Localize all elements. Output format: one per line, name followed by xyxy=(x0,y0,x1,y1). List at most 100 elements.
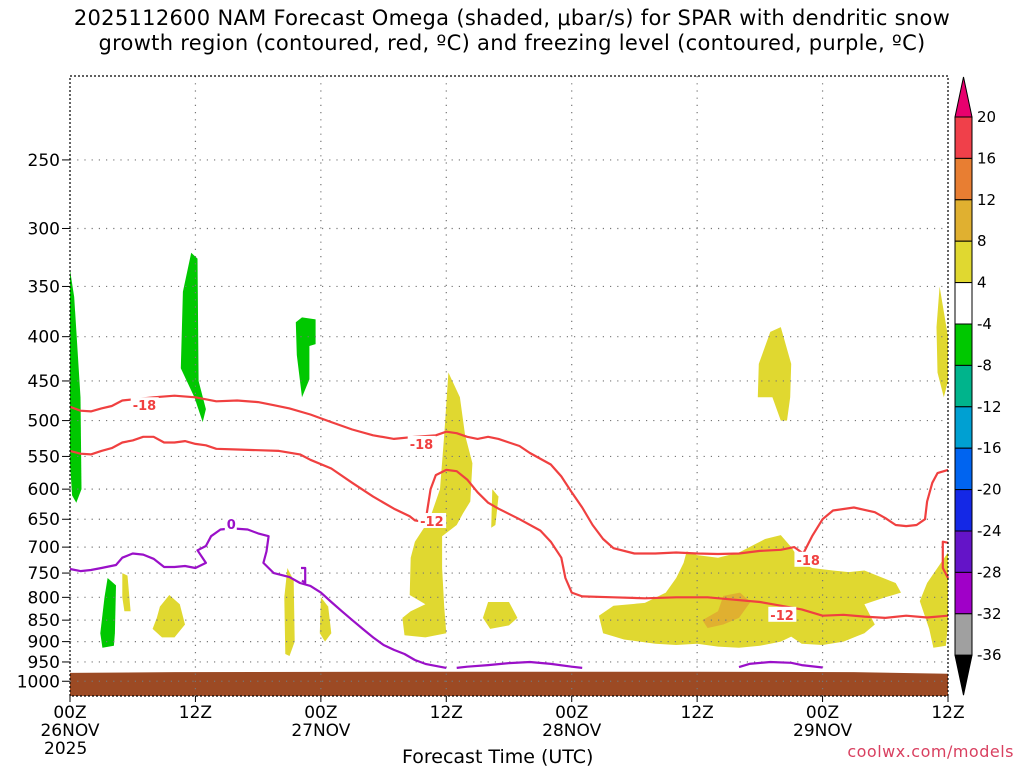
contour-label-bg-5 xyxy=(224,515,237,531)
omega-region-orange-1 xyxy=(702,592,751,628)
colorbar-label-6: -8 xyxy=(977,356,992,374)
contour-label-2: -12 xyxy=(420,515,444,530)
colorbar-bottom-arrow xyxy=(954,654,973,696)
freezing-level-right xyxy=(738,660,823,669)
contour-label-bg-0 xyxy=(130,397,159,413)
colorbar-label-9: -20 xyxy=(977,481,1002,499)
y-tick-label-500: 500 xyxy=(28,412,60,432)
y-tick-label-650: 650 xyxy=(28,510,60,530)
x-tick-label-0: 00Z xyxy=(53,703,86,723)
omega-region-yellow-5 xyxy=(152,595,185,638)
contour-label-bg-3 xyxy=(794,551,823,567)
x-tick-label-12: 12Z xyxy=(179,703,212,723)
y-tick-label-800: 800 xyxy=(28,588,60,608)
colorbar-segment-7 xyxy=(954,364,973,408)
y-tick-label-400: 400 xyxy=(28,328,60,348)
contour-label-0: -18 xyxy=(133,399,157,414)
omega-region-green-3 xyxy=(180,252,206,423)
y-tick-label-350: 350 xyxy=(28,277,60,297)
colorbar-label-2: 12 xyxy=(977,191,996,209)
colorbar-label-1: 16 xyxy=(977,149,996,167)
freezing-level-left xyxy=(69,527,447,669)
colorbar-label-13: -36 xyxy=(977,646,1002,664)
y-tick-label-450: 450 xyxy=(28,372,60,392)
colorbar: 20 16 12 8 4 -4 -8 -12 -16 -20 -24 -28 -32 -36 xyxy=(954,76,1002,696)
colorbar-segment-4 xyxy=(954,240,973,284)
y-tick-label-950: 950 xyxy=(28,653,60,673)
contour-label-5: 0 xyxy=(227,518,236,533)
colorbar-segment-8 xyxy=(954,406,973,449)
y-tick-label-600: 600 xyxy=(28,480,60,500)
omega-region-yellow-8 xyxy=(491,489,499,528)
omega-region-yellow-6 xyxy=(284,568,295,656)
contour-layer: -18 -18 -12 -18 -12 0 xyxy=(69,394,949,669)
omega-region-green-2 xyxy=(100,578,116,648)
isotherm-minus12 xyxy=(69,435,949,619)
contour-label-bg-4 xyxy=(768,606,797,622)
x-tick-label-84: 12Z xyxy=(931,703,964,723)
colorbar-segment-13 xyxy=(954,613,973,656)
y-tick-label-700: 700 xyxy=(28,538,60,558)
axes-layer: 2503003504004505005506006507007508008509… xyxy=(17,75,965,759)
omega-region-yellow-3 xyxy=(757,327,792,421)
y-tick-label-300: 300 xyxy=(28,219,60,239)
y-tick-label-900: 900 xyxy=(28,633,60,653)
omega-region-yellow-7 xyxy=(319,597,332,642)
title-line-1: 2025112600 NAM Forecast Omega (shaded, μ… xyxy=(73,6,951,30)
grid-layer xyxy=(70,76,948,696)
colorbar-label-11: -28 xyxy=(977,563,1002,581)
colorbar-segment-1 xyxy=(954,116,973,159)
x-tick-date-72: 29NOV xyxy=(793,721,852,741)
x-tick-date-48: 28NOV xyxy=(542,721,601,741)
title-line-2: growth region (contoured, red, ºC) and f… xyxy=(98,31,926,55)
colorbar-segment-3 xyxy=(954,199,973,242)
colorbar-label-7: -12 xyxy=(977,398,1002,416)
colorbar-segment-11 xyxy=(954,530,973,573)
freezing-level-mid xyxy=(456,660,583,669)
omega-region-green-1 xyxy=(70,270,82,503)
omega-region-yellow-2 xyxy=(598,535,901,648)
colorbar-segment-5 xyxy=(954,282,973,325)
y-tick-label-850: 850 xyxy=(28,611,60,631)
colorbar-segment-9 xyxy=(954,447,973,491)
contour-label-1: -18 xyxy=(410,438,434,453)
x-tick-year-0: 2025 xyxy=(44,739,87,759)
x-tick-date-0: 26NOV xyxy=(40,721,99,741)
x-tick-label-24: 00Z xyxy=(304,703,337,723)
colorbar-segment-2 xyxy=(954,157,973,201)
isotherm-minus12-right xyxy=(941,540,949,579)
omega-region-yellow-4 xyxy=(122,573,131,612)
y-tick-label-750: 750 xyxy=(28,564,60,584)
contour-label-3: -18 xyxy=(796,554,820,569)
credit-text: coolwx.com/models xyxy=(847,742,1014,761)
surface-band-layer xyxy=(70,671,948,696)
y-tick-label-250: 250 xyxy=(28,151,60,171)
colorbar-segment-6 xyxy=(954,323,973,366)
contour-label-bg-2 xyxy=(418,512,447,528)
x-tick-label-36: 12Z xyxy=(430,703,463,723)
omega-region-yellow-11 xyxy=(936,286,948,398)
colorbar-label-5: -4 xyxy=(977,315,992,333)
x-tick-date-24: 27NOV xyxy=(291,721,350,741)
omega-region-yellow-9 xyxy=(482,602,518,629)
isotherm-minus18-right xyxy=(802,468,949,553)
contour-label-4: -12 xyxy=(770,609,794,624)
x-axis-label: Forecast Time (UTC) xyxy=(402,746,594,768)
x-tick-label-72: 00Z xyxy=(806,703,839,723)
surface-terrain xyxy=(70,671,948,696)
omega-shading-layer xyxy=(70,252,948,656)
colorbar-segment-10 xyxy=(954,489,973,532)
isotherm-minus18-upper xyxy=(69,394,813,559)
colorbar-label-10: -24 xyxy=(977,522,1002,540)
colorbar-top-arrow xyxy=(954,76,973,118)
colorbar-label-0: 20 xyxy=(977,108,996,126)
colorbar-label-4: 4 xyxy=(977,274,987,292)
colorbar-segment-12 xyxy=(954,571,973,615)
y-tick-label-1000: 1000 xyxy=(17,672,60,692)
contour-label-bg-1 xyxy=(407,435,436,451)
colorbar-label-12: -32 xyxy=(977,605,1002,623)
y-tick-label-550: 550 xyxy=(28,447,60,467)
omega-region-green-4 xyxy=(295,317,316,398)
x-tick-label-60: 12Z xyxy=(681,703,714,723)
